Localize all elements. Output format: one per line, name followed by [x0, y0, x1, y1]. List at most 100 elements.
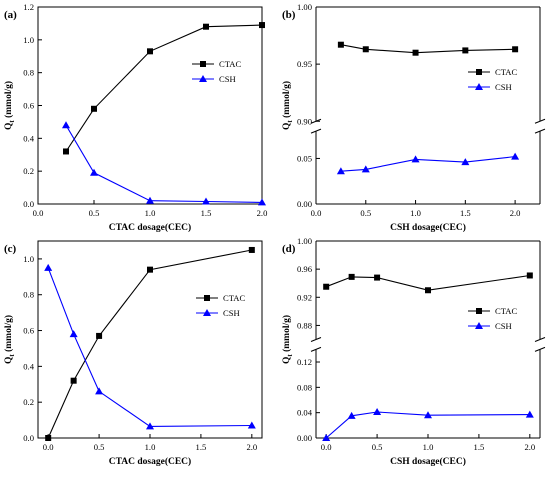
panel-4: 0.0 0.5 1.0 1.5 2.0 0.00 0.04 0.08 0.12 0.88 0.92 0… [281, 236, 546, 467]
legend-marker [476, 308, 482, 314]
x-tick-label: 0.0 [43, 442, 54, 452]
data-point-ctac [362, 46, 369, 53]
data-point-ctac [96, 332, 103, 339]
x-tick-label: 1.5 [196, 442, 207, 452]
data-point-ctac [348, 273, 355, 280]
axis-break-mark [310, 337, 322, 342]
y-tick-label: 0.0 [23, 433, 34, 443]
y-tick-label: 0.6 [23, 101, 34, 111]
y-tick-label: 0.05 [297, 153, 312, 163]
x-tick-label: 1.0 [410, 208, 421, 218]
x-axis-title: CTAC dosage(CEC) [109, 456, 191, 467]
y-tick-label: 1.00 [297, 2, 312, 12]
y-axis-title-sub: t [8, 354, 16, 357]
y-axis-title: Qt (mmol/g) [281, 81, 294, 130]
y-axis-title-unit: (mmol/g) [3, 81, 14, 120]
data-point-ctac [374, 274, 381, 281]
data-point-ctac [147, 48, 153, 55]
x-axis-title: CTAC dosage(CEC) [109, 222, 191, 233]
legend-marker [475, 83, 483, 90]
y-tick-label: 0.90 [297, 116, 312, 126]
data-point-csh [511, 152, 520, 160]
data-point-ctac [248, 246, 255, 253]
x-tick-label: 1.0 [145, 442, 156, 452]
x-tick-label: 1.0 [145, 208, 156, 218]
legend-marker [475, 322, 483, 329]
axis-break-mark [534, 346, 546, 352]
data-point-ctac [323, 283, 330, 290]
data-point-csh [69, 330, 78, 338]
y-axis-title-unit: (mmol/g) [281, 315, 292, 354]
y-axis-title-sub: t [286, 354, 294, 357]
x-tick-label: 2.0 [510, 208, 521, 218]
y-tick-label: 0.00 [297, 199, 312, 209]
legend-label: CSH [223, 308, 240, 318]
y-tick-label: 0.08 [297, 382, 312, 392]
data-point-ctac [526, 272, 533, 279]
y-tick-label: 1.00 [297, 236, 312, 246]
data-point-ctac [412, 49, 419, 56]
legend-label: CSH [495, 321, 512, 331]
data-point-csh [347, 411, 356, 419]
x-tick-label: 2.0 [524, 442, 535, 452]
y-tick-label: 0.6 [23, 326, 34, 336]
plot-frame [37, 6, 263, 205]
data-point-csh [525, 410, 534, 418]
data-point-ctac [337, 41, 344, 48]
legend-marker [476, 69, 482, 75]
y-tick-label: 0.12 [297, 357, 312, 367]
axis-break-mark [534, 118, 546, 124]
legend-label: CTAC [495, 67, 517, 77]
y-tick-label: 0.2 [23, 166, 34, 176]
data-point-ctac [512, 46, 519, 53]
axis-break-mark [310, 346, 322, 352]
data-point-csh [146, 196, 154, 204]
y-axis-title-unit: (mmol/g) [3, 315, 14, 354]
y-tick-label: 0.4 [23, 361, 34, 371]
legend-label: CSH [495, 82, 512, 92]
x-tick-label: 0.5 [360, 208, 371, 218]
y-tick-label: 1.0 [23, 254, 34, 264]
y-tick-label: 1.2 [23, 2, 34, 12]
data-point-ctac [259, 22, 265, 29]
data-point-csh [202, 197, 210, 205]
data-point-csh [258, 198, 266, 206]
y-tick-label: 0.0 [23, 199, 34, 209]
y-tick-label: 0.8 [23, 68, 34, 78]
y-tick-label: 0.2 [23, 397, 34, 407]
series-line-csh [65, 124, 263, 203]
data-point-csh [411, 155, 420, 163]
legend: CTAC CSH [468, 306, 517, 331]
x-tick-label: 0.5 [372, 442, 383, 452]
y-axis-title-q: Q [282, 123, 292, 130]
data-point-ctac [147, 266, 153, 273]
y-axis-title: Qt (mmol/g) [3, 81, 16, 130]
series-line-ctac [47, 249, 252, 439]
data-point-csh [373, 408, 382, 416]
y-tick-label: 0.04 [297, 408, 313, 418]
series-line-csh [47, 267, 252, 427]
x-tick-label: 1.5 [201, 208, 212, 218]
x-tick-label: 0.0 [33, 208, 44, 218]
y-axis-title-unit: (mmol/g) [281, 81, 292, 120]
x-tick-label: 2.0 [246, 442, 257, 452]
y-axis-title-q: Q [4, 357, 14, 364]
axis-break-mark [534, 337, 546, 342]
y-axis-title-sub: t [286, 120, 294, 123]
panel-label: (c) [4, 243, 17, 255]
panel-label: (b) [282, 9, 296, 21]
data-point-csh [461, 158, 470, 166]
panel-label: (a) [4, 9, 17, 21]
y-tick-label: 0.95 [297, 59, 312, 69]
legend-marker [199, 75, 207, 82]
x-tick-label: 2.0 [257, 208, 268, 218]
x-tick-label: 0.5 [94, 442, 105, 452]
data-point-csh [62, 121, 70, 129]
data-point-ctac [203, 23, 209, 30]
data-point-csh [322, 434, 331, 441]
data-point-csh [90, 168, 98, 176]
y-axis-title: Qt (mmol/g) [281, 315, 294, 364]
data-point-ctac [425, 287, 431, 294]
